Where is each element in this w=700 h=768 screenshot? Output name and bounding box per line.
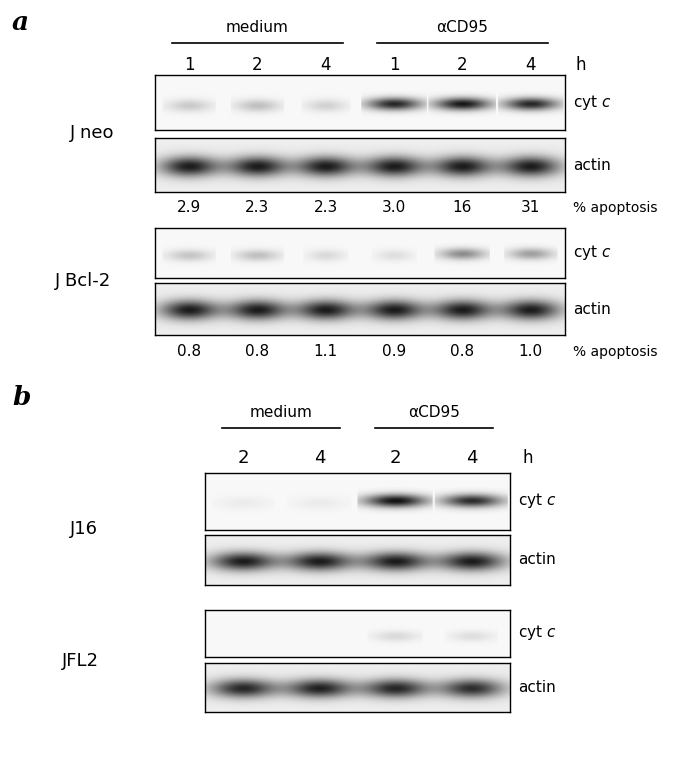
Text: 2: 2 (457, 56, 468, 74)
Text: J neo: J neo (70, 124, 115, 142)
Text: medium: medium (250, 405, 313, 420)
Text: JFL2: JFL2 (62, 652, 99, 670)
Text: 2.9: 2.9 (177, 200, 202, 216)
Text: 2: 2 (252, 56, 262, 74)
Text: 1: 1 (184, 56, 195, 74)
Text: a: a (12, 10, 29, 35)
Text: cyt $\it{c}$: cyt $\it{c}$ (519, 492, 557, 511)
Text: b: b (12, 385, 31, 410)
Text: αCD95: αCD95 (437, 20, 489, 35)
Text: % apoptosis: % apoptosis (573, 345, 658, 359)
Text: 2: 2 (390, 449, 401, 467)
Text: 4: 4 (314, 449, 325, 467)
Text: 31: 31 (521, 200, 540, 216)
Text: cyt $\it{c}$: cyt $\it{c}$ (573, 243, 612, 263)
Text: 4: 4 (321, 56, 331, 74)
Text: actin: actin (519, 552, 556, 568)
Text: actin: actin (573, 302, 611, 316)
Text: J16: J16 (70, 520, 98, 538)
Text: 1: 1 (389, 56, 400, 74)
Text: 2: 2 (237, 449, 249, 467)
Text: 2.3: 2.3 (246, 200, 270, 216)
Text: 0.8: 0.8 (177, 345, 201, 359)
Text: 0.8: 0.8 (450, 345, 475, 359)
Text: 2.3: 2.3 (314, 200, 338, 216)
Text: 1.1: 1.1 (314, 345, 338, 359)
Text: cyt $\it{c}$: cyt $\it{c}$ (573, 92, 612, 111)
Text: 0.8: 0.8 (246, 345, 270, 359)
Text: % apoptosis: % apoptosis (573, 201, 658, 215)
Text: 0.9: 0.9 (382, 345, 406, 359)
Text: medium: medium (226, 20, 289, 35)
Text: h: h (575, 56, 586, 74)
Text: 4: 4 (526, 56, 536, 74)
Text: 3.0: 3.0 (382, 200, 406, 216)
Text: 1.0: 1.0 (519, 345, 543, 359)
Text: actin: actin (573, 157, 611, 173)
Text: αCD95: αCD95 (408, 405, 460, 420)
Text: actin: actin (519, 680, 556, 694)
Text: J Bcl-2: J Bcl-2 (55, 272, 111, 290)
Text: cyt $\it{c}$: cyt $\it{c}$ (519, 624, 557, 643)
Text: 4: 4 (466, 449, 477, 467)
Text: h: h (523, 449, 533, 467)
Text: 16: 16 (453, 200, 473, 216)
